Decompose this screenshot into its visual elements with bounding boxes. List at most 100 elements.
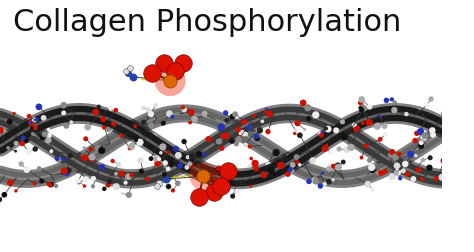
Point	[107, 127, 115, 131]
Point	[164, 167, 172, 171]
Point	[168, 115, 176, 119]
Point	[153, 184, 161, 188]
Point	[351, 123, 358, 127]
Point	[389, 172, 397, 176]
Point	[365, 158, 373, 162]
Point	[164, 184, 172, 188]
Point	[288, 169, 296, 173]
Point	[317, 184, 324, 188]
Point	[33, 117, 41, 121]
Point	[416, 106, 423, 110]
Point	[151, 134, 158, 138]
Point	[253, 134, 260, 138]
Point	[362, 144, 370, 148]
Point	[291, 132, 299, 136]
Point	[31, 181, 38, 185]
Point	[240, 120, 248, 124]
Point	[159, 121, 167, 125]
Point	[347, 145, 355, 149]
Point	[125, 193, 133, 197]
Point	[219, 134, 226, 138]
Point	[136, 140, 144, 144]
Point	[277, 164, 284, 168]
Point	[239, 181, 246, 185]
Point	[88, 157, 96, 161]
Point	[18, 162, 25, 166]
Point	[222, 111, 229, 115]
Point	[383, 98, 390, 102]
Point	[147, 157, 155, 161]
Point	[360, 106, 367, 110]
Point	[388, 173, 395, 177]
Point	[63, 172, 71, 176]
Point	[131, 124, 139, 128]
Point	[335, 165, 342, 169]
Point	[326, 151, 334, 155]
Point	[210, 190, 218, 194]
Point	[271, 171, 279, 175]
Point	[329, 167, 337, 171]
Point	[147, 112, 155, 116]
Point	[36, 167, 43, 171]
Point	[298, 160, 305, 164]
Point	[329, 178, 337, 182]
Point	[339, 160, 347, 164]
Point	[23, 138, 30, 142]
Point	[321, 182, 328, 186]
Point	[428, 129, 436, 133]
Point	[341, 135, 348, 139]
Point	[155, 181, 163, 185]
Point	[92, 110, 100, 114]
Point	[381, 169, 389, 173]
Point	[381, 124, 388, 128]
Point	[301, 128, 309, 132]
Point	[250, 114, 258, 118]
Point	[224, 169, 231, 173]
Point	[335, 147, 343, 151]
Point	[145, 108, 152, 112]
Point	[393, 172, 401, 176]
Point	[162, 177, 170, 181]
Point	[388, 97, 396, 101]
Point	[100, 125, 108, 130]
Point	[28, 126, 36, 130]
Point	[189, 154, 196, 159]
Point	[354, 126, 362, 130]
Point	[122, 181, 129, 185]
Point	[159, 145, 167, 149]
Point	[327, 164, 335, 168]
Point	[164, 150, 172, 154]
Point	[45, 138, 52, 142]
Point	[115, 163, 122, 167]
Point	[237, 136, 244, 140]
Point	[247, 184, 255, 188]
Point	[242, 143, 249, 147]
Point	[294, 155, 302, 159]
Point	[292, 128, 299, 132]
Point	[357, 106, 365, 110]
Point	[418, 177, 426, 181]
Point	[25, 149, 32, 153]
Point	[166, 79, 174, 83]
Point	[124, 71, 132, 75]
Point	[62, 157, 69, 161]
Point	[262, 110, 270, 114]
Point	[440, 112, 447, 116]
Text: Collagen Phosphorylation: Collagen Phosphorylation	[13, 8, 401, 37]
Point	[357, 101, 365, 105]
Point	[368, 165, 375, 169]
Point	[228, 139, 236, 143]
Point	[216, 182, 223, 186]
Point	[112, 108, 120, 112]
Point	[31, 147, 39, 151]
Point	[325, 167, 333, 171]
Point	[365, 120, 373, 124]
Point	[432, 177, 440, 181]
Point	[410, 177, 417, 181]
Point	[440, 159, 448, 163]
Point	[256, 128, 264, 132]
Point	[343, 148, 350, 152]
Point	[264, 163, 272, 167]
Point	[98, 148, 106, 152]
Point	[273, 151, 280, 155]
